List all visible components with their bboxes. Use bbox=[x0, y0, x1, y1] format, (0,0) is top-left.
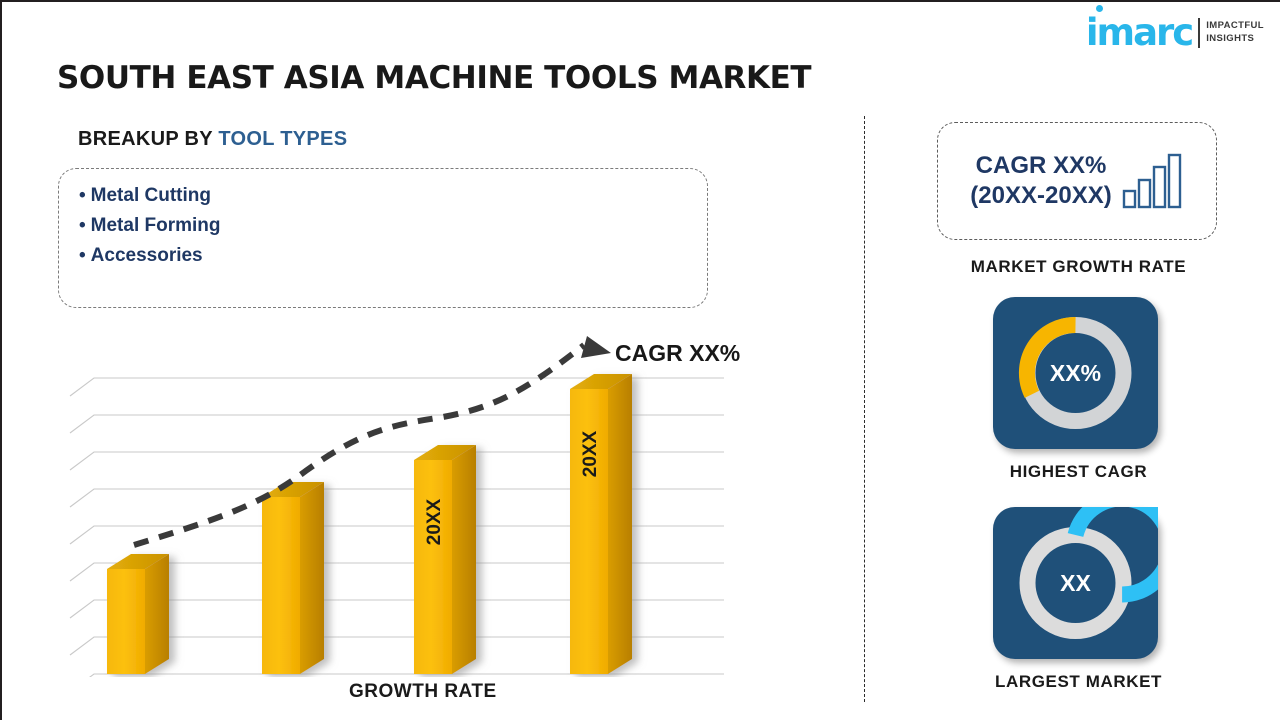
imarc-logo: imarc IMPACTFUL INSIGHTS bbox=[1085, 5, 1264, 54]
highest-cagr-donut-chart: XX% bbox=[1018, 316, 1132, 429]
largest-market-donut-chart: XX bbox=[1019, 507, 1158, 639]
list-item-label: Accessories bbox=[90, 245, 203, 266]
list-item: • Accessories bbox=[79, 241, 707, 271]
chart-bar-4-label: 20XX bbox=[580, 430, 601, 477]
chart-bar-4 bbox=[570, 374, 632, 674]
chart-axis-caption: GROWTH RATE bbox=[349, 681, 497, 702]
largest-market-value: XX bbox=[1060, 570, 1091, 596]
market-growth-rate-box: CAGR XX% (20XX-20XX) bbox=[937, 122, 1217, 240]
list-item: • Metal Forming bbox=[79, 211, 707, 241]
bar-chart-icon bbox=[1122, 153, 1181, 209]
logo-wordmark-text: imarc bbox=[1085, 11, 1194, 54]
chart-cagr-callout: CAGR XX% bbox=[615, 340, 741, 366]
trend-arrowhead-icon bbox=[581, 336, 611, 358]
chart-trend-line bbox=[133, 336, 611, 548]
logo-divider bbox=[1198, 17, 1201, 48]
growth-bar-chart: 20XX 20XX bbox=[62, 332, 752, 677]
chart-bar-1 bbox=[107, 554, 169, 674]
logo-tagline-line1: IMPACTFUL bbox=[1206, 19, 1264, 31]
logo-dot-icon bbox=[1095, 5, 1103, 12]
breakup-heading-accent: TOOL TYPES bbox=[218, 128, 348, 150]
largest-market-card: XX bbox=[993, 507, 1158, 659]
highest-cagr-card: XX% bbox=[993, 297, 1158, 449]
breakup-heading-prefix: BREAKUP BY bbox=[78, 128, 219, 150]
highest-cagr-value: XX% bbox=[1050, 360, 1101, 386]
bullet-icon: • bbox=[79, 185, 86, 206]
bullet-icon: • bbox=[79, 245, 86, 266]
logo-tagline-line2: INSIGHTS bbox=[1206, 32, 1255, 44]
bullet-icon: • bbox=[79, 215, 86, 236]
panel-divider bbox=[864, 116, 865, 702]
donut-arc bbox=[1018, 316, 1076, 398]
list-item: • Metal Cutting bbox=[79, 181, 707, 211]
list-item-label: Metal Cutting bbox=[90, 185, 211, 206]
chart-bar-3 bbox=[414, 445, 476, 674]
chart-bar-2 bbox=[262, 482, 324, 674]
logo-wordmark: imarc bbox=[1085, 5, 1194, 54]
highest-cagr-caption: HIGHEST CAGR bbox=[1009, 462, 1148, 481]
chart-gridlines bbox=[69, 377, 724, 677]
cagr-line1: CAGR XX% bbox=[975, 152, 1107, 179]
largest-market-caption: LARGEST MARKET bbox=[994, 672, 1163, 691]
tool-types-box: • Metal Cutting • Metal Forming • Accessori… bbox=[58, 168, 708, 308]
donut-arc bbox=[1067, 507, 1158, 603]
breakup-heading: BREAKUP BY TOOL TYPES bbox=[78, 128, 347, 151]
list-item-label: Metal Forming bbox=[90, 215, 221, 236]
logo-tagline: IMPACTFUL INSIGHTS bbox=[1206, 20, 1264, 46]
cagr-text: CAGR XX% (20XX-20XX) bbox=[970, 151, 1111, 211]
page-title: SOUTH EAST ASIA MACHINE TOOLS MARKET bbox=[57, 60, 812, 96]
cagr-line2: (20XX-20XX) bbox=[970, 182, 1112, 209]
chart-bar-3-label: 20XX bbox=[424, 498, 445, 545]
market-growth-rate-caption: MARKET GROWTH RATE bbox=[970, 257, 1187, 276]
